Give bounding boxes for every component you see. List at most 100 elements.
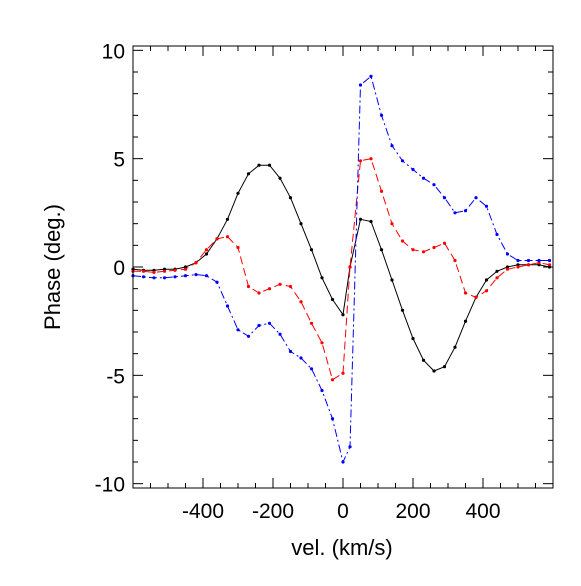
series-1-point [320,341,324,345]
series-1-point [390,222,394,226]
series-1-point [369,157,373,161]
series-1-point [246,284,251,289]
series-2-point [358,83,363,87]
series-1-point [215,237,219,241]
series-2-point [299,356,303,360]
series-1-point [173,268,177,272]
series-2-point [141,275,146,279]
series-layer [131,74,552,464]
series-1-point [358,159,363,163]
series-0-point [330,297,335,302]
series-0-point [246,172,251,176]
series-1-point [309,321,314,325]
series-0-point [411,336,415,341]
series-2-point [442,196,447,200]
series-0-point [267,163,272,167]
series-0-point [225,217,230,221]
plot-frame [132,45,554,489]
series-2-point [330,417,335,421]
series-2-point [484,204,489,208]
series-2-point [474,196,478,200]
series-1-point [537,261,541,265]
series-2-point [236,328,240,332]
y-tick-label: 10 [102,40,125,63]
series-0-point [358,217,363,221]
series-2-point [537,258,541,263]
series-1-point [432,245,436,250]
x-axis-label: vel. (km/s) [291,535,392,560]
series-0-point [236,191,240,195]
series-1-point [379,189,384,193]
series-1-point [330,378,335,382]
y-tick-label: -10 [95,474,125,497]
series-2-point [348,445,352,449]
series-1-point [225,235,230,239]
series-0-line [132,164,550,372]
series-0-point [421,358,426,362]
series-1-point [348,265,352,269]
x-tick-label: 0 [337,500,349,523]
series-1-point [463,291,468,295]
series-1-point [547,263,552,267]
series-2-point [379,113,384,117]
series-0-point [453,345,457,349]
y-tick-label: -5 [106,365,125,388]
y-tick-label: 0 [113,257,125,280]
series-0-point [369,219,373,224]
series-1-point [421,250,426,254]
series-0-point [183,265,188,269]
series-1-point [453,258,457,263]
series-1-point [236,245,240,250]
series-0-point [341,313,345,317]
series-2-point [453,211,457,215]
series-2-point [516,258,520,263]
series-0-point [278,176,282,180]
x-tick-label: -200 [252,500,294,523]
series-1-point [341,371,345,375]
axes-layer: -400 -200 0 200 400 -10 -5 0 5 10 [95,40,554,523]
series-0-point [505,265,510,269]
series-0-point [379,248,384,252]
series-2-point [320,388,324,393]
series-2-point [309,367,314,371]
series-2-point [152,276,156,280]
series-0-point [432,369,436,373]
series-1-point [194,261,198,265]
series-2-point [257,323,261,328]
series-2-point [411,167,415,172]
series-0-point [516,263,520,267]
series-2-point [183,274,188,278]
series-2-point [267,321,272,325]
series-2-point [204,274,209,278]
x-tick-label: 200 [395,500,430,523]
series-1-point [442,241,447,245]
series-2-point [400,159,405,163]
series-0-point [442,365,447,369]
series-1-point [516,265,520,269]
series-2-point [505,252,510,256]
series-1-point [484,289,489,293]
series-0-point [288,196,293,200]
series-2-point [421,176,426,180]
series-0-point [309,248,314,252]
series-2-point [173,275,177,279]
series-0-point [390,278,394,282]
series-2-point [215,280,219,284]
series-0-point [257,163,261,167]
series-0-point [495,269,499,273]
series-1-point [400,239,405,243]
series-1-point [299,300,303,304]
series-2-point [162,276,167,280]
series-2-point [390,144,394,148]
series-2-point [288,349,293,354]
x-tick-label: 400 [465,500,500,523]
series-0-point [299,222,303,226]
series-1-point [183,267,188,271]
series-2-point [526,258,531,263]
series-2-line [132,75,550,464]
series-1-line [133,158,550,381]
series-2-point [341,460,345,464]
series-2-point [369,74,373,78]
series-0-point [400,308,405,312]
